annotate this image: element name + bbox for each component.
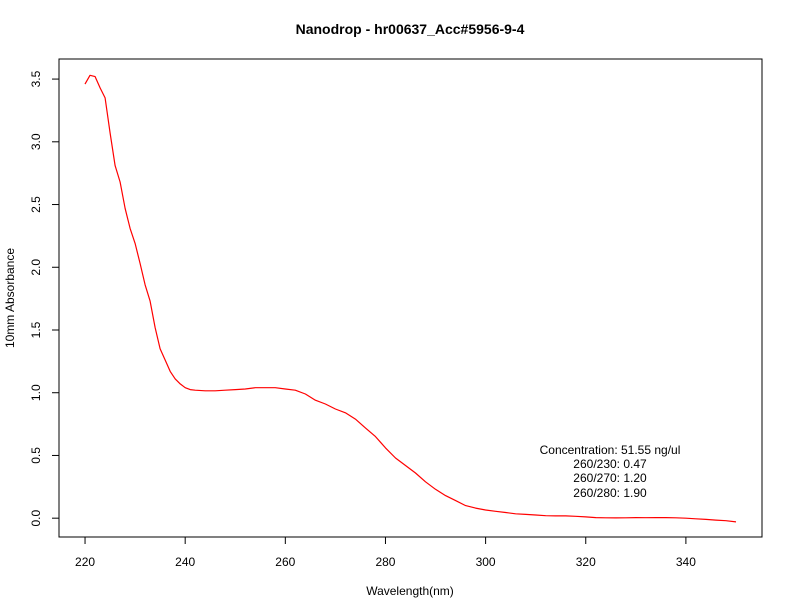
x-tick-label: 240	[175, 555, 195, 569]
y-tick-label: 3.0	[29, 133, 43, 150]
x-tick-label: 340	[676, 555, 696, 569]
y-axis-label: 10mm Absorbance	[3, 248, 17, 348]
annotation-260-280: 260/280: 1.90	[573, 486, 647, 500]
data-lines	[84, 74, 737, 523]
stats-annotation: Concentration: 51.55 ng/ul 260/230: 0.47…	[540, 443, 681, 500]
x-tick-label: 280	[375, 555, 395, 569]
y-axis: 0.0 0.5 1.0 1.5 2.0 2.5 3.0 3.5	[29, 70, 60, 527]
x-axis: 220 240 260 280 300 320 340	[75, 536, 696, 569]
x-axis-label: Wavelength(nm)	[366, 584, 454, 598]
annotation-260-230: 260/230: 0.47	[573, 457, 647, 471]
chart-title: Nanodrop - hr00637_Acc#5956-9-4	[296, 21, 525, 37]
x-tick-label: 300	[476, 555, 496, 569]
y-tick-label: 3.5	[29, 70, 43, 87]
annotation-260-270: 260/270: 1.20	[573, 471, 647, 485]
y-tick-label: 2.5	[29, 196, 43, 213]
x-tick-label: 320	[576, 555, 596, 569]
y-tick-label: 1.5	[29, 321, 43, 338]
x-tick-label: 260	[275, 555, 295, 569]
y-tick-label: 0.0	[29, 510, 43, 527]
absorbance-line	[84, 74, 737, 523]
y-tick-label: 0.5	[29, 447, 43, 464]
y-tick-label: 2.0	[29, 259, 43, 276]
annotation-concentration: Concentration: 51.55 ng/ul	[540, 443, 681, 457]
y-tick-label: 1.0	[29, 384, 43, 401]
x-tick-label: 220	[75, 555, 95, 569]
